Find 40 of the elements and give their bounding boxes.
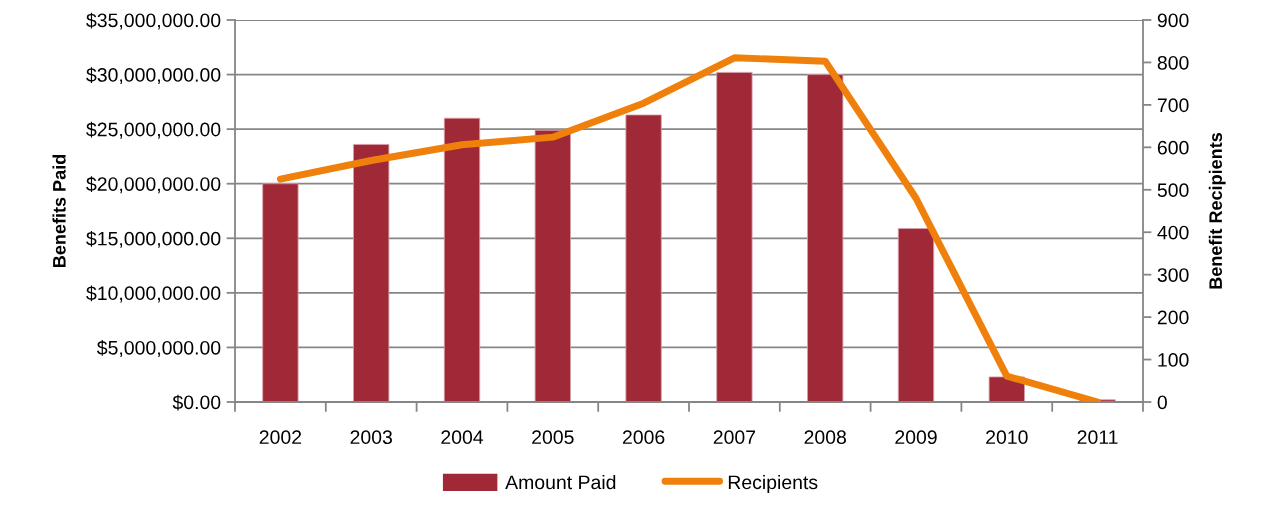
y2-tick-label: 600 xyxy=(1157,140,1189,155)
x-tick-label: 2003 xyxy=(350,430,392,445)
x-tick-label: 2005 xyxy=(532,430,574,445)
bar xyxy=(807,74,844,402)
y-tick-label: $0.00 xyxy=(172,394,221,411)
bar xyxy=(625,114,662,402)
x-tick-label: 2002 xyxy=(259,430,302,445)
x-tick-label: 2004 xyxy=(441,430,484,445)
x-tick-label: 2010 xyxy=(986,430,1028,445)
bar xyxy=(443,117,481,402)
y-tick-label: $30,000,000.00 xyxy=(86,67,221,85)
legend-label: Recipients xyxy=(728,474,818,494)
y2-tick-label: 900 xyxy=(1157,13,1189,28)
bar xyxy=(353,144,390,402)
y-tick-label: $35,000,000.00 xyxy=(86,12,221,30)
x-tick-label: 2011 xyxy=(1077,430,1118,445)
y2-tick-label: 500 xyxy=(1157,183,1189,198)
y2-tick-label: 300 xyxy=(1157,268,1189,282)
y2-tick-label: 700 xyxy=(1157,98,1189,113)
y2-tick-label: 100 xyxy=(1158,353,1189,367)
x-tick-label: 2006 xyxy=(622,430,665,445)
bar xyxy=(897,228,935,402)
x-tick-label: 2009 xyxy=(895,430,937,445)
bar xyxy=(716,71,753,402)
y-tick-label: $5,000,000.00 xyxy=(96,340,221,357)
bar xyxy=(534,129,571,402)
y-axis-title: Benefits Paid xyxy=(52,154,66,267)
y-tick-label: $15,000,000.00 xyxy=(86,230,221,248)
y-tick-label: $10,000,000.00 xyxy=(86,285,221,303)
legend-label: Amount Paid xyxy=(505,474,616,490)
y2-axis-title: Benefit Recipients xyxy=(1208,132,1226,289)
y2-tick-label: 200 xyxy=(1157,310,1189,325)
y2-tick-label: 800 xyxy=(1157,55,1189,70)
y2-tick-label: 0 xyxy=(1157,395,1167,410)
y2-tick-label: 400 xyxy=(1157,225,1189,240)
y-tick-label: $20,000,000.00 xyxy=(86,176,221,194)
bar xyxy=(262,183,299,402)
x-tick-label: 2008 xyxy=(804,430,846,445)
x-tick-label: 2007 xyxy=(713,430,756,445)
y-tick-label: $25,000,000.00 xyxy=(86,121,221,139)
